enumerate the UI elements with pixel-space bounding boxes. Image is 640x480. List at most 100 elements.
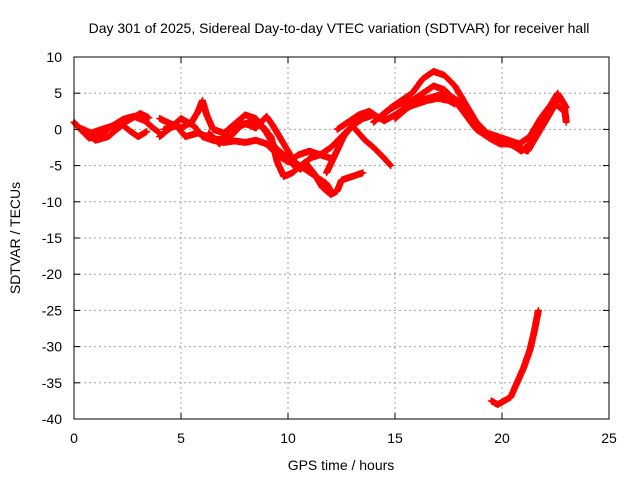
data-point — [350, 124, 354, 128]
data-point — [508, 395, 513, 399]
data-point — [372, 145, 376, 150]
data-point — [211, 127, 215, 131]
data-point — [232, 139, 237, 143]
data-point — [528, 348, 532, 352]
x-tick-label: 5 — [177, 430, 185, 446]
data-point — [307, 149, 311, 153]
data-point — [183, 135, 187, 139]
data-point — [175, 124, 179, 128]
y-tick-label: -15 — [42, 230, 62, 246]
data-point — [442, 73, 446, 77]
x-tick-label: 25 — [601, 430, 617, 446]
data-point — [290, 171, 294, 175]
data-point — [320, 185, 324, 189]
data-point — [444, 91, 448, 95]
data-point — [553, 102, 558, 106]
data-point — [243, 140, 247, 145]
data-point — [275, 160, 279, 164]
data-point — [496, 402, 500, 407]
data-point — [363, 138, 367, 142]
data-point — [299, 167, 303, 171]
data-point — [382, 119, 386, 123]
data-point — [282, 142, 286, 146]
data-point — [162, 127, 166, 131]
grid — [74, 57, 609, 419]
data-point — [361, 171, 365, 175]
data-point — [324, 171, 329, 175]
data-point — [125, 119, 130, 123]
data-point — [384, 109, 389, 113]
data-point — [228, 135, 232, 139]
data-point — [508, 142, 513, 146]
data-point — [346, 120, 350, 124]
data-point — [431, 84, 436, 88]
data-point — [143, 119, 147, 123]
series-track-12 — [487, 306, 542, 408]
y-tick-label: 10 — [46, 49, 62, 65]
y-tick-label: -10 — [42, 194, 62, 210]
data-point — [372, 120, 376, 124]
data-point — [196, 109, 200, 113]
data-point — [502, 399, 506, 403]
data-point — [453, 84, 457, 88]
data-point — [265, 142, 269, 146]
data-point — [106, 135, 110, 139]
data-point — [205, 113, 209, 117]
data-point — [318, 153, 322, 157]
data-point — [151, 126, 155, 130]
data-point — [564, 106, 568, 110]
data-point — [558, 95, 562, 99]
x-tick-label: 15 — [387, 430, 403, 446]
series-markers — [487, 306, 542, 408]
data-point — [307, 156, 311, 160]
series-track-3 — [81, 110, 153, 144]
data-point — [104, 126, 108, 130]
data-point — [324, 182, 329, 186]
data-point — [357, 131, 361, 135]
data-point — [545, 113, 549, 117]
data-point — [271, 124, 275, 128]
data-point — [290, 162, 294, 166]
data-point — [226, 127, 230, 131]
data-point — [350, 174, 354, 179]
data-point — [519, 149, 523, 153]
data-point — [474, 127, 478, 131]
data-point — [532, 330, 536, 334]
data-point — [421, 77, 425, 81]
data-point — [254, 138, 258, 142]
x-tick-label: 0 — [70, 430, 78, 446]
data-point — [158, 116, 162, 121]
data-point — [389, 164, 393, 168]
data-point — [335, 189, 339, 193]
series-layer — [70, 68, 570, 408]
data-point — [498, 142, 502, 146]
series-track-11 — [391, 89, 568, 155]
data-point — [406, 106, 410, 110]
data-point — [421, 91, 425, 95]
data-point — [521, 366, 526, 370]
data-point — [339, 178, 344, 182]
y-axis-label: SDTVAR / TECUs — [7, 182, 23, 294]
data-point — [335, 127, 339, 131]
data-point — [128, 129, 132, 133]
data-point — [179, 116, 183, 121]
data-point — [243, 113, 247, 117]
data-point — [342, 135, 346, 139]
data-point — [556, 91, 560, 95]
ticks: 0 5 10 15 20 25 10 5 0 -5 -10 -15 -20 -25 -30 -35 -40 — [42, 49, 617, 446]
data-point — [273, 145, 277, 150]
data-point — [196, 131, 200, 135]
data-point — [158, 135, 162, 139]
x-tick-label: 20 — [494, 430, 510, 446]
data-point — [536, 308, 540, 312]
data-point — [115, 127, 119, 131]
y-tick-label: -30 — [42, 339, 62, 355]
x-axis-label: GPS time / hours — [288, 457, 395, 473]
data-point — [297, 153, 301, 157]
series-markers — [81, 110, 153, 144]
data-point — [329, 192, 333, 197]
data-point — [200, 98, 204, 103]
y-tick-label: 0 — [54, 121, 62, 137]
data-point — [367, 109, 371, 113]
